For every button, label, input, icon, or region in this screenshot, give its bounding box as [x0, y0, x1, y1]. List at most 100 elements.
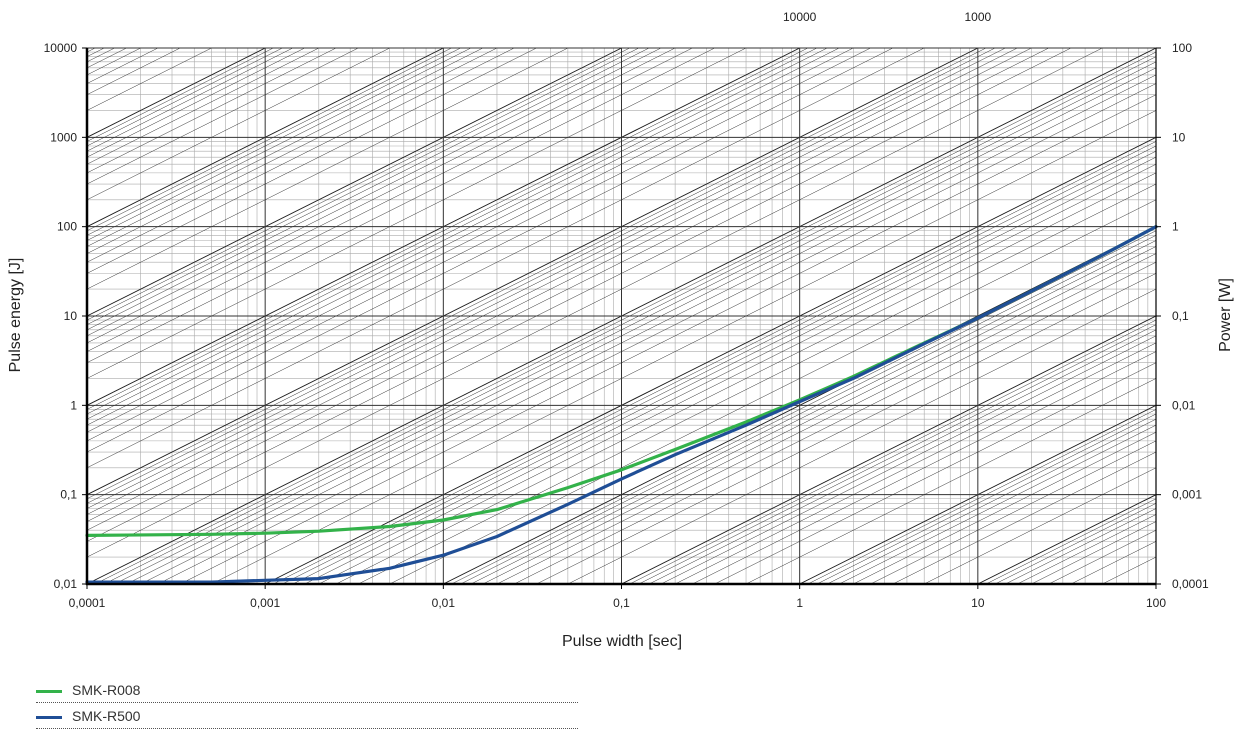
power-line	[1102, 556, 1157, 585]
power-line	[621, 315, 1157, 585]
legend-swatch-smk-r008	[36, 690, 62, 693]
y2-axis-title: Power [W]	[1217, 278, 1234, 352]
power-line	[86, 47, 1018, 515]
power-line	[86, 47, 639, 325]
power-line	[86, 47, 498, 254]
power-line	[86, 47, 483, 247]
power-line	[86, 47, 359, 185]
power-line	[86, 47, 828, 420]
power-line	[86, 47, 1103, 558]
power-line	[304, 156, 1157, 585]
power-line	[180, 94, 1157, 585]
y-tick-label: 0,01	[54, 577, 78, 591]
power-line	[482, 246, 1157, 585]
power-line	[86, 47, 808, 410]
power-line	[1017, 514, 1157, 585]
power-line	[567, 288, 1157, 585]
power-line	[86, 47, 515, 263]
power-line	[86, 47, 650, 331]
power-line	[86, 47, 452, 231]
power-line	[496, 253, 1157, 585]
series-layer	[85, 225, 1158, 584]
power-line	[95, 51, 1157, 585]
axes	[82, 47, 1161, 589]
power-line	[451, 230, 1157, 585]
power-line	[86, 47, 390, 200]
y-axis-title: Pulse energy [J]	[7, 258, 24, 373]
power-line	[86, 47, 212, 111]
y2-tick-label: 0,0001	[1172, 577, 1209, 591]
power-line	[86, 47, 337, 174]
top-power-label: 10000	[783, 10, 817, 24]
power-line	[86, 47, 305, 158]
power-line	[86, 47, 461, 236]
power-line	[86, 47, 871, 442]
power-line	[114, 61, 1157, 585]
y-tick-label: 0,1	[60, 488, 77, 502]
y2-tick-label: 1	[1172, 220, 1179, 234]
power-line	[853, 432, 1157, 585]
x-tick-label: 1	[796, 596, 803, 610]
power-line	[86, 47, 537, 274]
x-tick-label: 100	[1146, 596, 1166, 610]
y2-tick-label: 0,1	[1172, 309, 1189, 323]
power-line	[86, 47, 854, 433]
power-line	[660, 335, 1157, 585]
power-line	[86, 47, 840, 426]
power-line	[86, 47, 105, 57]
y-tick-label: 100	[57, 220, 77, 234]
power-line	[264, 136, 1157, 585]
legend-item-smk-r500: SMK-R500	[36, 706, 578, 729]
x-tick-label: 0,1	[613, 596, 630, 610]
power-line	[86, 47, 1049, 531]
power-line	[86, 47, 472, 241]
power-line	[86, 47, 141, 76]
power-line	[86, 47, 283, 147]
power-line	[86, 47, 979, 496]
power-line	[638, 324, 1157, 585]
power-line	[86, 47, 925, 468]
power-line	[140, 74, 1157, 585]
power-line	[86, 47, 693, 352]
x-axis-title: Pulse width [sec]	[562, 633, 682, 650]
power-line	[86, 47, 622, 317]
power-line	[86, 47, 996, 504]
power-line	[839, 424, 1157, 585]
power-line	[126, 67, 1157, 585]
power-line	[86, 47, 96, 53]
y2-tick-label: 0,001	[1172, 488, 1202, 502]
power-line	[629, 319, 1157, 585]
power-line	[86, 47, 1006, 509]
power-line	[470, 240, 1157, 585]
power-line	[104, 56, 1157, 585]
series-line-smk-r500	[85, 225, 1158, 584]
power-line	[86, 47, 893, 453]
power-line	[536, 273, 1157, 585]
power-line	[807, 409, 1157, 585]
power-line	[86, 47, 266, 138]
power-line	[86, 47, 715, 363]
major-grid	[86, 47, 1157, 585]
power-line	[318, 164, 1157, 585]
power-line	[924, 467, 1157, 585]
power-line	[86, 47, 115, 63]
power-line	[648, 329, 1157, 585]
legend-label-smk-r500: SMK-R500	[72, 708, 141, 724]
x-tick-label: 0,0001	[69, 596, 106, 610]
power-line	[1031, 521, 1157, 585]
top-power-label: 1000	[964, 10, 991, 24]
power-line	[157, 83, 1157, 585]
power-line	[870, 440, 1157, 585]
power-line	[86, 47, 987, 499]
power-line	[827, 418, 1157, 585]
power-line	[86, 47, 181, 95]
power-line	[985, 498, 1157, 585]
power-line	[86, 47, 274, 142]
x-tick-label: 0,01	[432, 596, 456, 610]
power-line	[816, 413, 1157, 585]
power-line	[745, 378, 1157, 585]
power-line	[86, 47, 747, 379]
power-line	[86, 47, 662, 337]
y-tick-label: 10	[64, 309, 78, 323]
